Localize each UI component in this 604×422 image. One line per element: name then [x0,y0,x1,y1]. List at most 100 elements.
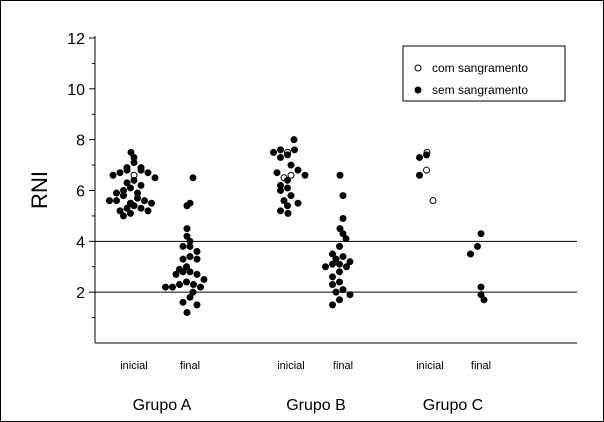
legend-marker-com-sangramento [414,64,422,72]
point-sem-sangramento-grupo-a-final [186,293,194,301]
legend-label-sem-sangramento: sem sangramento [432,83,528,97]
legend-box [402,45,566,102]
y-tick-label: 8 [76,133,85,150]
point-sem-sangramento-grupo-c-inicial [416,171,423,179]
point-sem-sangramento-grupo-a-final [183,202,191,210]
legend-marker-sem-sangramento [414,86,422,94]
phase-label-grupo-c-inicial: inicial [416,360,444,372]
point-sem-sangramento-grupo-b-inicial [277,207,284,215]
point-sem-sangramento-grupo-b-inicial [270,148,277,156]
point-sem-sangramento-grupo-a-inicial [106,197,113,205]
y-tick-label: 4 [76,234,85,251]
point-sem-sangramento-grupo-a-inicial [113,197,120,205]
point-sem-sangramento-grupo-a-final [183,309,191,316]
point-sem-sangramento-grupo-b-inicial [284,176,291,184]
point-sem-sangramento-grupo-b-final [339,192,347,200]
point-sem-sangramento-grupo-a-inicial [144,207,152,215]
point-sem-sangramento-grupo-b-final [329,301,336,309]
point-sem-sangramento-grupo-a-final [176,281,183,289]
legend: com sangramento sem sangramento [402,45,566,102]
point-sem-sangramento-grupo-c-final [480,296,488,304]
point-sem-sangramento-grupo-a-final [162,283,169,291]
point-sem-sangramento-grupo-b-final [329,260,336,268]
point-com-sangramento-grupo-c-inicial [429,197,437,205]
point-sem-sangramento-grupo-b-final [322,263,329,271]
point-sem-sangramento-grupo-b-inicial [284,184,291,192]
point-sem-sangramento-grupo-a-inicial [116,169,124,177]
point-sem-sangramento-grupo-b-final [339,214,347,222]
point-sem-sangramento-grupo-b-final [329,273,336,281]
point-sem-sangramento-grupo-b-final [332,255,340,263]
point-sem-sangramento-grupo-a-inicial [123,179,131,187]
point-sem-sangramento-grupo-b-final [329,250,336,258]
point-sem-sangramento-grupo-b-final [336,296,343,304]
point-sem-sangramento-grupo-b-inicial [277,153,284,161]
point-sem-sangramento-grupo-a-final [183,225,191,233]
point-sem-sangramento-grupo-a-final [186,242,194,250]
point-sem-sangramento-grupo-a-inicial [134,194,141,202]
point-sem-sangramento-grupo-b-final [336,242,343,250]
point-sem-sangramento-grupo-b-inicial [287,192,295,200]
point-sem-sangramento-grupo-a-final [189,288,197,296]
point-sem-sangramento-grupo-a-inicial [137,204,145,212]
point-sem-sangramento-grupo-a-final [183,263,190,271]
point-sem-sangramento-grupo-a-inicial [127,209,134,217]
point-sem-sangramento-grupo-b-final [339,253,347,261]
point-sem-sangramento-grupo-c-final [467,250,474,258]
point-sem-sangramento-grupo-b-final [336,225,344,233]
point-sem-sangramento-grupo-a-final [189,174,197,182]
point-sem-sangramento-grupo-a-final [179,255,187,263]
point-sem-sangramento-grupo-a-final [179,268,187,276]
point-sem-sangramento-grupo-a-final [200,275,208,283]
legend-label-com-sangramento: com sangramento [432,61,528,75]
point-sem-sangramento-grupo-a-inicial [141,197,148,205]
point-sem-sangramento-grupo-b-final [342,235,350,243]
point-sem-sangramento-grupo-a-final [190,281,197,289]
point-sem-sangramento-grupo-b-inicial [284,209,292,217]
point-sem-sangramento-grupo-b-final [336,171,344,179]
point-sem-sangramento-grupo-a-inicial [151,174,159,182]
point-sem-sangramento-grupo-a-final [193,301,201,309]
point-sem-sangramento-grupo-b-inicial [277,187,284,194]
point-sem-sangramento-grupo-a-inicial [116,207,124,215]
point-sem-sangramento-grupo-a-inicial [120,212,127,220]
point-sem-sangramento-grupo-a-inicial [148,199,155,207]
point-sem-sangramento-grupo-c-inicial [423,151,430,159]
phase-label-grupo-c-final: final [471,360,491,372]
point-sem-sangramento-grupo-a-inicial [137,181,145,189]
point-sem-sangramento-grupo-a-final [193,255,201,263]
point-sem-sangramento-grupo-a-inicial [130,202,138,210]
point-sem-sangramento-grupo-c-inicial [416,153,423,161]
point-sem-sangramento-grupo-b-inicial [277,146,284,154]
y-tick-label: 2 [76,285,85,302]
point-sem-sangramento-grupo-b-final [336,278,343,286]
point-sem-sangramento-grupo-a-inicial [130,176,138,184]
point-sem-sangramento-grupo-b-inicial [273,169,281,177]
point-sem-sangramento-grupo-a-inicial [127,148,135,156]
point-sem-sangramento-grupo-a-final [197,283,204,291]
point-sem-sangramento-grupo-a-inicial [144,169,152,177]
point-sem-sangramento-grupo-a-inicial [123,166,131,174]
point-sem-sangramento-grupo-b-inicial [294,199,302,207]
point-sem-sangramento-grupo-c-final [477,291,485,299]
point-sem-sangramento-grupo-b-final [339,230,347,238]
point-sem-sangramento-grupo-a-inicial [113,189,120,197]
point-sem-sangramento-grupo-a-final [193,248,201,255]
point-sem-sangramento-grupo-c-final [477,283,485,291]
point-sem-sangramento-grupo-b-inicial [280,197,288,205]
point-sem-sangramento-grupo-b-inicial [294,166,302,174]
point-sem-sangramento-grupo-a-inicial [130,159,138,167]
phase-label-grupo-a-final: final [180,360,200,372]
point-com-sangramento-grupo-c-inicial [423,166,430,174]
point-sem-sangramento-grupo-a-final [169,283,176,291]
point-sem-sangramento-grupo-b-inicial [291,146,298,154]
point-sem-sangramento-grupo-b-inicial [290,136,298,144]
point-sem-sangramento-grupo-a-final [186,268,194,276]
point-sem-sangramento-grupo-a-final [186,253,194,261]
group-label-grupo-a: Grupo A [133,397,192,414]
y-axis-label: RNI [27,171,52,209]
point-sem-sangramento-grupo-b-inicial [287,161,295,169]
group-label-grupo-c: Grupo C [423,397,483,414]
point-sem-sangramento-grupo-b-inicial [301,171,309,179]
point-sem-sangramento-grupo-b-inicial [284,151,291,159]
